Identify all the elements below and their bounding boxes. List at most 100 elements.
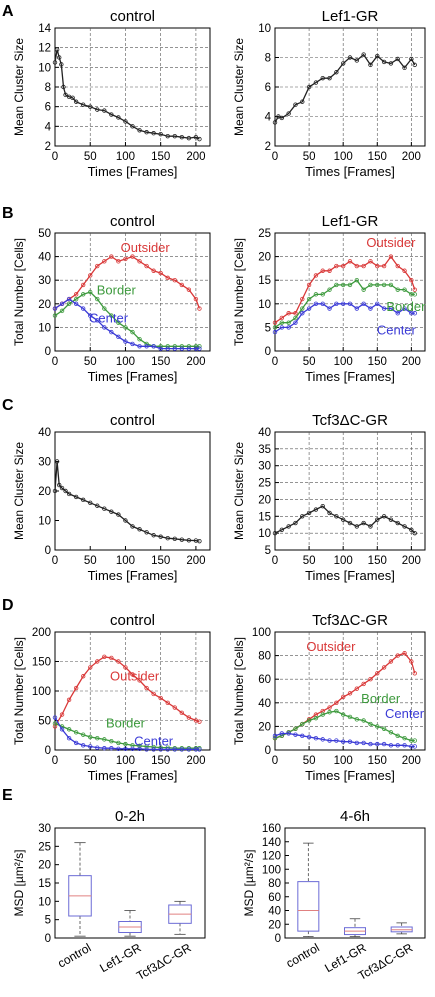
data-point	[361, 681, 366, 687]
data-point	[151, 131, 156, 136]
y-tick-label: 30	[38, 823, 51, 835]
series-annotation: Border	[106, 716, 146, 731]
data-point	[95, 296, 100, 302]
y-tick-label: 60	[268, 892, 281, 904]
data-point	[179, 537, 185, 542]
y-tick-label: 25	[258, 228, 271, 240]
data-point	[409, 56, 414, 62]
data-point	[123, 119, 128, 124]
data-point	[158, 131, 163, 137]
data-point	[165, 346, 170, 351]
data-point	[412, 530, 417, 536]
data-point	[313, 273, 319, 278]
data-point	[300, 733, 305, 739]
data-point	[95, 318, 100, 323]
data-point	[80, 743, 86, 748]
data-point	[375, 517, 380, 522]
data-point	[334, 70, 339, 75]
series-line	[274, 505, 416, 534]
data-point	[165, 275, 170, 281]
data-point	[70, 95, 75, 101]
y-axis-label: Mean Cluster Size	[12, 38, 26, 136]
data-point	[320, 737, 325, 742]
data-point	[368, 259, 373, 264]
x-tick-label: 50	[303, 555, 316, 567]
data-point	[388, 743, 394, 748]
data-point	[102, 654, 107, 659]
plot-frame	[274, 631, 426, 751]
data-point	[354, 306, 360, 311]
data-point	[412, 744, 417, 749]
data-point	[137, 527, 142, 532]
data-point	[197, 538, 202, 544]
data-point	[293, 520, 298, 526]
series-annotation: Border	[386, 299, 426, 314]
data-point	[116, 115, 121, 120]
y-tick-label: 35	[258, 444, 271, 456]
data-point	[137, 344, 142, 349]
data-point	[123, 339, 128, 344]
data-point	[354, 740, 360, 746]
series-line	[54, 255, 201, 310]
y-tick-label: 2	[45, 141, 51, 153]
y-tick-label: 5	[265, 545, 271, 557]
data-point	[306, 296, 312, 302]
data-point	[137, 743, 142, 749]
data-point	[73, 740, 79, 746]
data-point	[402, 287, 407, 292]
data-point	[286, 311, 291, 316]
data-point	[66, 296, 72, 302]
y-tick-label: 6	[45, 102, 51, 114]
data-point	[272, 325, 278, 330]
data-point	[137, 678, 142, 683]
chart-B-control: control Total Number [Cells] 0 10 20 30 40 50 0 5…	[12, 213, 211, 384]
data-point	[165, 700, 170, 705]
y-tick-label: 25	[38, 841, 51, 853]
data-point	[334, 700, 339, 705]
y-tick-label: 10	[38, 62, 51, 74]
data-point	[327, 510, 332, 516]
data-point	[375, 301, 380, 306]
data-point	[412, 311, 417, 316]
x-tick-label: 150	[151, 151, 170, 163]
data-point	[109, 746, 114, 751]
data-point	[151, 344, 156, 349]
y-tick-label: 40	[268, 906, 281, 918]
data-point	[334, 301, 339, 306]
data-point	[347, 714, 353, 720]
data-point	[381, 726, 387, 731]
data-point	[272, 329, 278, 335]
x-tick-label: 200	[186, 555, 205, 567]
y-axis-label: Total Number [Cells]	[12, 238, 26, 346]
data-point	[327, 287, 332, 292]
data-point	[130, 124, 135, 129]
data-point	[313, 715, 319, 721]
data-point	[381, 514, 387, 519]
data-point	[327, 738, 332, 743]
data-point	[361, 718, 366, 723]
data-point	[116, 740, 121, 746]
panel-letter-A: A	[2, 3, 14, 20]
data-point	[158, 695, 163, 701]
y-tick-label: 14	[38, 23, 51, 35]
data-point	[388, 517, 394, 522]
series-line	[274, 732, 415, 748]
data-point	[320, 268, 325, 273]
data-point	[368, 677, 373, 682]
chart-D-tcf3: Tcf3ΔC-GR Total Number [Cells] 0 20 40 60 80 10…	[232, 612, 426, 783]
data-point	[347, 739, 353, 744]
x-tick-label: 100	[116, 151, 135, 163]
data-point	[102, 506, 107, 511]
data-point	[172, 346, 177, 351]
data-point	[144, 130, 149, 135]
y-tick-label: 0	[265, 745, 271, 757]
data-point	[52, 488, 58, 494]
data-point	[197, 747, 202, 752]
data-point	[151, 747, 156, 752]
x-tick-label: 0	[52, 151, 58, 163]
data-point	[151, 691, 156, 697]
data-point	[300, 296, 305, 302]
